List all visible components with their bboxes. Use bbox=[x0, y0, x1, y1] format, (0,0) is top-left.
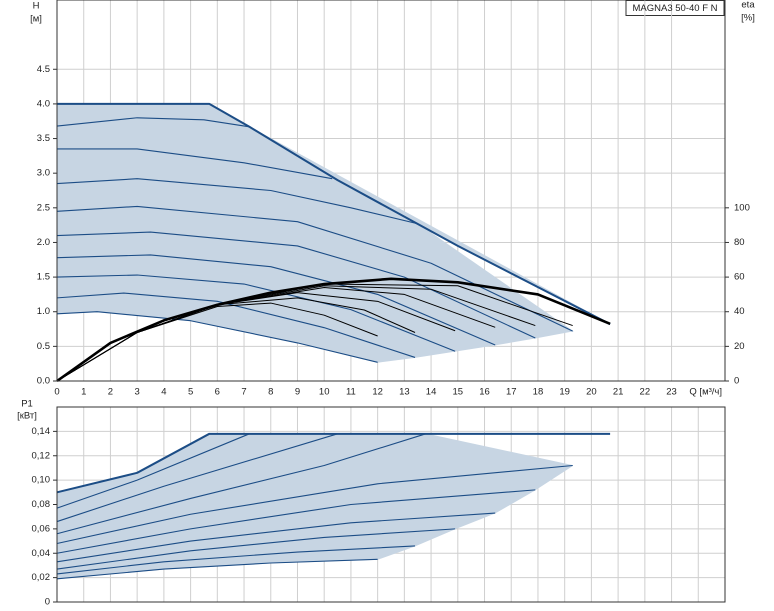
x-tick-label: 10 bbox=[319, 387, 330, 398]
pump-curve bbox=[56, 117, 250, 128]
x-tick-label: 5 bbox=[188, 387, 193, 398]
y-tick-label: 0.5 bbox=[37, 341, 50, 352]
x-tick-label: 18 bbox=[533, 387, 544, 398]
x-tick-label: 13 bbox=[399, 387, 410, 398]
x-tick-label: 1 bbox=[81, 387, 86, 398]
efficiency-curve bbox=[56, 302, 378, 382]
y2-axis-label: eta bbox=[741, 0, 755, 11]
x-tick-label: 15 bbox=[453, 387, 464, 398]
pump-curve bbox=[57, 102, 611, 326]
plot-frame bbox=[56, 406, 726, 603]
y-tick-label: 4.0 bbox=[37, 98, 50, 109]
y-tick-label: 0,06 bbox=[32, 523, 51, 534]
y-tick-label: 0,02 bbox=[32, 572, 51, 583]
x-tick-label: 7 bbox=[241, 387, 246, 398]
x-tick-label: 11 bbox=[346, 387, 356, 398]
y-tick-label: 1.0 bbox=[37, 306, 50, 317]
plot bbox=[53, 406, 726, 603]
chart-title: MAGNA3 50-40 F N bbox=[633, 3, 718, 14]
x-tick-label: 8 bbox=[268, 387, 273, 398]
pump-curve bbox=[56, 433, 426, 535]
y-tick-label: 2.0 bbox=[37, 237, 50, 248]
x-tick-label: 2 bbox=[108, 387, 113, 398]
pump-curve bbox=[56, 432, 611, 494]
y2-tick-label: 20 bbox=[734, 341, 745, 352]
pump-curve bbox=[56, 274, 456, 352]
x-tick-label: 0 bbox=[54, 387, 59, 398]
x-tick-label: 23 bbox=[666, 387, 677, 398]
y-tick-label: 3.5 bbox=[37, 133, 50, 144]
plot-frame bbox=[56, 0, 726, 382]
efficiency-curve bbox=[56, 277, 611, 383]
pump-curve bbox=[56, 231, 536, 339]
pump-curve bbox=[56, 489, 536, 554]
x-tick-label: 12 bbox=[372, 387, 383, 398]
pump-curve bbox=[56, 292, 416, 358]
pump-curve bbox=[56, 545, 416, 575]
x-tick-label: 9 bbox=[295, 387, 300, 398]
y2-tick-label: 80 bbox=[734, 237, 745, 248]
y-tick-label: 0.0 bbox=[37, 376, 50, 387]
y2-tick-label: 100 bbox=[734, 202, 750, 213]
y-tick-label: 4.5 bbox=[37, 64, 50, 75]
y-tick-label: 3.0 bbox=[37, 168, 50, 179]
pump-curve bbox=[56, 433, 250, 509]
x-tick-label: 4 bbox=[161, 387, 166, 398]
x-tick-label: 6 bbox=[215, 387, 220, 398]
y-axis-label: P1 bbox=[21, 399, 33, 410]
pump-curve bbox=[56, 512, 496, 563]
x-axis-label: Q [м³/ч] bbox=[689, 387, 722, 398]
x-tick-label: 17 bbox=[506, 387, 517, 398]
y2-tick-label: 60 bbox=[734, 272, 745, 283]
x-tick-label: 14 bbox=[426, 387, 437, 398]
y-tick-label: 0,12 bbox=[32, 450, 51, 461]
pump-curve bbox=[56, 558, 378, 580]
y-tick-label: 0 bbox=[45, 597, 50, 608]
x-tick-label: 16 bbox=[479, 387, 490, 398]
y-tick-label: 0,08 bbox=[32, 499, 51, 510]
plot bbox=[53, 0, 729, 383]
y-tick-label: 0,10 bbox=[32, 475, 51, 486]
pump-curve bbox=[56, 178, 418, 225]
y-tick-label: 1.5 bbox=[37, 272, 50, 283]
pump-curve bbox=[56, 254, 496, 346]
x-tick-label: 22 bbox=[640, 387, 651, 398]
pump-curve bbox=[56, 464, 573, 545]
y2-tick-label: 0 bbox=[734, 376, 739, 387]
x-tick-label: 20 bbox=[586, 387, 597, 398]
pump-curve bbox=[56, 528, 456, 570]
y-tick-label: 2.5 bbox=[37, 202, 50, 213]
y-axis-unit: [м] bbox=[30, 14, 42, 25]
y-axis-unit: [кВт] bbox=[17, 411, 37, 422]
x-tick-label: 3 bbox=[135, 387, 140, 398]
y-axis-label: H bbox=[33, 1, 40, 12]
y-tick-label: 0,04 bbox=[32, 548, 51, 559]
x-tick-label: 21 bbox=[613, 387, 624, 398]
y2-tick-label: 40 bbox=[734, 306, 745, 317]
pump-curve bbox=[57, 148, 333, 180]
y2-axis-unit: [%] bbox=[741, 13, 755, 24]
x-tick-label: 19 bbox=[559, 387, 570, 398]
pump-curve bbox=[56, 433, 338, 523]
y-tick-label: 0,14 bbox=[32, 426, 51, 437]
pump-curve bbox=[56, 311, 378, 363]
